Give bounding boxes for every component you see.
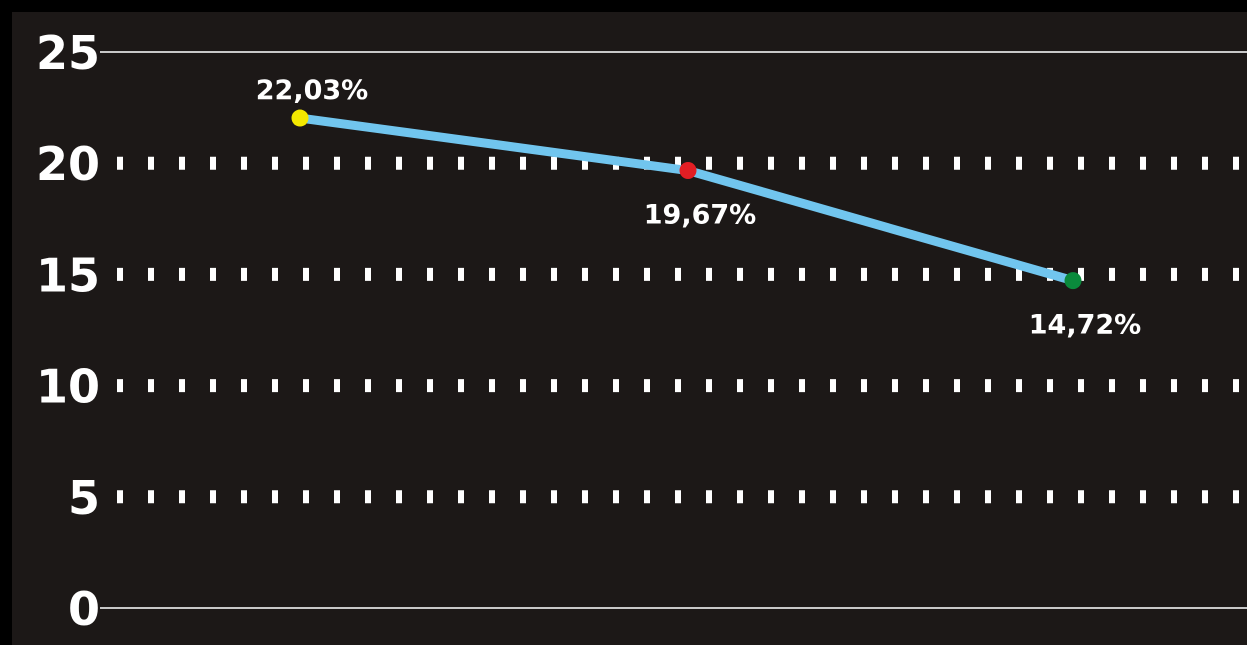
data-point xyxy=(1064,272,1082,290)
y-tick-label: 5 xyxy=(68,471,100,525)
chart-background xyxy=(12,12,1247,645)
data-label: 22,03% xyxy=(256,75,368,106)
y-tick-label: 0 xyxy=(68,582,100,636)
data-point xyxy=(679,162,697,180)
data-label: 19,67% xyxy=(644,200,756,231)
y-tick-label: 10 xyxy=(36,360,100,414)
y-tick-label: 20 xyxy=(36,137,100,191)
data-label: 14,72% xyxy=(1029,310,1141,341)
y-tick-label: 15 xyxy=(36,248,100,302)
data-point xyxy=(291,109,309,127)
y-tick-label: 25 xyxy=(36,26,100,80)
